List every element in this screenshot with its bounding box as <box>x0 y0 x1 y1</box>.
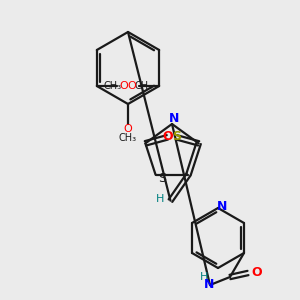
Text: CH₃: CH₃ <box>103 81 121 91</box>
Text: S: S <box>158 172 166 185</box>
Text: O: O <box>128 81 136 91</box>
Text: N: N <box>169 112 179 124</box>
Text: CH₃: CH₃ <box>119 133 137 143</box>
Text: H: H <box>156 194 165 204</box>
Text: H: H <box>200 272 208 282</box>
Text: N: N <box>204 278 214 292</box>
Text: O: O <box>252 266 262 278</box>
Text: O: O <box>124 124 132 134</box>
Text: N: N <box>217 200 227 214</box>
Text: CH₃: CH₃ <box>135 81 153 91</box>
Text: O: O <box>162 130 173 143</box>
Text: O: O <box>120 81 129 91</box>
Text: S: S <box>172 130 181 143</box>
